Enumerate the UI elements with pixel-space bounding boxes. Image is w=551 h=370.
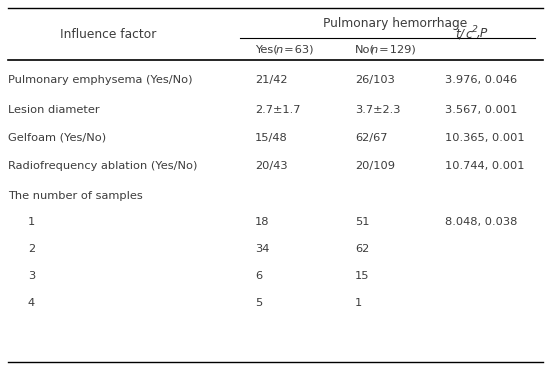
Text: 20/43: 20/43 xyxy=(255,161,288,171)
Text: 15: 15 xyxy=(355,271,370,281)
Text: 1: 1 xyxy=(355,298,362,308)
Text: Yes(: Yes( xyxy=(255,45,278,55)
Text: c: c xyxy=(465,27,472,40)
Text: = 63): = 63) xyxy=(283,45,314,55)
Text: 51: 51 xyxy=(355,217,370,227)
Text: 2: 2 xyxy=(472,24,478,34)
Text: 15/48: 15/48 xyxy=(255,133,288,143)
Text: 3.7±2.3: 3.7±2.3 xyxy=(355,105,401,115)
Text: Pulmonary hemorrhage: Pulmonary hemorrhage xyxy=(323,17,467,30)
Text: 2: 2 xyxy=(28,244,35,254)
Text: 8.048, 0.038: 8.048, 0.038 xyxy=(445,217,517,227)
Text: 10.744, 0.001: 10.744, 0.001 xyxy=(445,161,525,171)
Text: 6: 6 xyxy=(255,271,262,281)
Text: Gelfoam (Yes/No): Gelfoam (Yes/No) xyxy=(8,133,106,143)
Text: n: n xyxy=(276,45,283,55)
Text: 4: 4 xyxy=(28,298,35,308)
Text: ,P: ,P xyxy=(477,27,488,40)
Text: 5: 5 xyxy=(255,298,262,308)
Text: 20/109: 20/109 xyxy=(355,161,395,171)
Text: The number of samples: The number of samples xyxy=(8,191,143,201)
Text: 26/103: 26/103 xyxy=(355,75,395,85)
Text: 3: 3 xyxy=(28,271,35,281)
Text: 2.7±1.7: 2.7±1.7 xyxy=(255,105,300,115)
Text: 3.976, 0.046: 3.976, 0.046 xyxy=(445,75,517,85)
Text: t/: t/ xyxy=(455,27,464,40)
Text: No(: No( xyxy=(355,45,375,55)
Text: 1: 1 xyxy=(28,217,35,227)
Text: Influence factor: Influence factor xyxy=(60,27,156,40)
Text: 18: 18 xyxy=(255,217,269,227)
Text: = 129): = 129) xyxy=(378,45,416,55)
Text: 62/67: 62/67 xyxy=(355,133,387,143)
Text: 3.567, 0.001: 3.567, 0.001 xyxy=(445,105,517,115)
Text: 21/42: 21/42 xyxy=(255,75,288,85)
Text: Radiofrequency ablation (Yes/No): Radiofrequency ablation (Yes/No) xyxy=(8,161,197,171)
Text: Pulmonary emphysema (Yes/No): Pulmonary emphysema (Yes/No) xyxy=(8,75,192,85)
Text: 34: 34 xyxy=(255,244,269,254)
Text: Lesion diameter: Lesion diameter xyxy=(8,105,100,115)
Text: n: n xyxy=(371,45,378,55)
Text: 62: 62 xyxy=(355,244,369,254)
Text: 10.365, 0.001: 10.365, 0.001 xyxy=(445,133,525,143)
